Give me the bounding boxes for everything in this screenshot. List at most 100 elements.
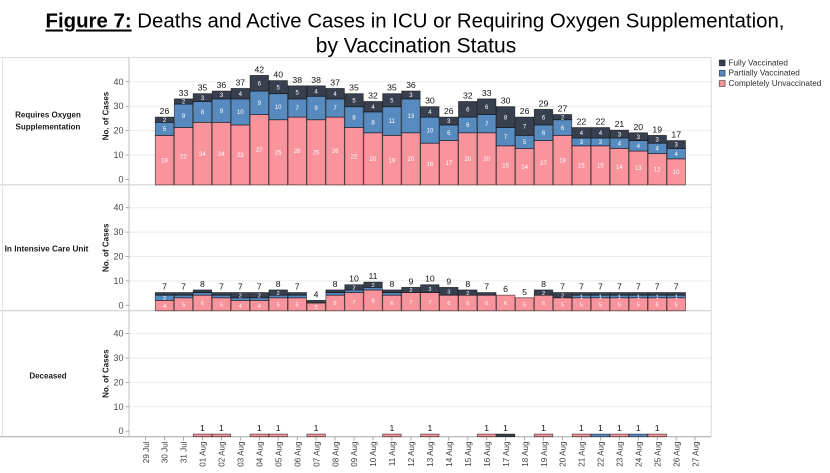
svg-text:40: 40	[113, 77, 123, 87]
svg-text:3: 3	[656, 137, 660, 143]
svg-text:14 Aug: 14 Aug	[445, 442, 454, 467]
svg-text:5: 5	[675, 302, 678, 308]
svg-text:6: 6	[466, 108, 470, 114]
svg-text:5: 5	[580, 302, 583, 308]
svg-text:35: 35	[198, 83, 208, 93]
svg-text:7: 7	[617, 282, 622, 292]
svg-text:5: 5	[523, 140, 527, 146]
svg-text:Figure 7: Deaths and Active Ca: Figure 7: Deaths and Active Cases in ICU…	[46, 11, 785, 33]
svg-text:7: 7	[485, 122, 489, 128]
svg-text:22: 22	[577, 117, 587, 127]
svg-text:6: 6	[201, 301, 204, 307]
svg-text:1: 1	[276, 423, 281, 433]
svg-text:7: 7	[409, 300, 412, 306]
svg-text:27: 27	[558, 104, 568, 114]
svg-text:9: 9	[220, 109, 224, 115]
svg-text:25: 25	[275, 151, 282, 157]
svg-text:10 Aug: 10 Aug	[369, 442, 378, 467]
svg-text:1: 1	[219, 423, 224, 433]
svg-text:26: 26	[160, 106, 170, 116]
svg-text:09 Aug: 09 Aug	[350, 442, 359, 467]
svg-text:4: 4	[618, 141, 622, 147]
svg-text:Fully Vaccinated: Fully Vaccinated	[729, 58, 789, 67]
svg-text:14: 14	[521, 165, 528, 171]
svg-text:7: 7	[238, 282, 243, 292]
svg-text:23: 23	[237, 153, 244, 159]
svg-text:Requires Oxygen: Requires Oxygen	[15, 111, 81, 120]
svg-text:20: 20	[113, 252, 123, 262]
svg-text:No. of Cases: No. of Cases	[102, 349, 111, 398]
svg-text:20: 20	[113, 377, 123, 387]
svg-text:1: 1	[503, 423, 508, 433]
svg-text:6: 6	[390, 301, 393, 307]
svg-text:7: 7	[181, 282, 186, 292]
svg-text:22 Aug: 22 Aug	[597, 442, 606, 467]
svg-text:1: 1	[257, 423, 262, 433]
svg-text:5: 5	[618, 302, 621, 308]
svg-text:3: 3	[409, 93, 413, 99]
svg-text:1: 1	[618, 295, 621, 301]
svg-text:29 Jul: 29 Jul	[142, 441, 151, 463]
svg-text:10: 10	[113, 276, 123, 286]
svg-text:30: 30	[425, 96, 435, 106]
svg-text:17: 17	[671, 130, 681, 140]
svg-text:36: 36	[406, 80, 416, 90]
svg-text:19: 19	[161, 158, 168, 164]
svg-text:7: 7	[504, 135, 508, 141]
svg-text:17 Aug: 17 Aug	[502, 442, 511, 467]
svg-text:36: 36	[217, 80, 227, 90]
svg-text:5: 5	[296, 91, 300, 97]
svg-text:4: 4	[675, 152, 679, 158]
svg-text:5: 5	[656, 302, 659, 308]
svg-text:1: 1	[637, 295, 640, 301]
svg-text:7: 7	[655, 282, 660, 292]
svg-text:9: 9	[314, 106, 318, 112]
svg-text:33: 33	[179, 88, 189, 98]
svg-text:3: 3	[201, 96, 205, 102]
svg-text:6: 6	[466, 301, 469, 307]
svg-text:5: 5	[277, 85, 281, 91]
svg-text:26: 26	[294, 149, 301, 155]
svg-text:10: 10	[113, 150, 123, 160]
svg-text:7: 7	[257, 282, 262, 292]
svg-text:15 Aug: 15 Aug	[464, 442, 473, 467]
svg-text:11: 11	[368, 271, 377, 281]
svg-text:26: 26	[332, 149, 339, 155]
svg-text:19: 19	[389, 158, 396, 164]
svg-text:37: 37	[330, 77, 340, 87]
svg-text:15: 15	[578, 164, 585, 170]
svg-text:1: 1	[656, 295, 659, 301]
svg-text:7: 7	[636, 282, 641, 292]
svg-text:11 Aug: 11 Aug	[388, 442, 397, 467]
svg-text:6: 6	[258, 81, 262, 87]
svg-text:0: 0	[118, 426, 123, 436]
svg-text:35: 35	[387, 83, 397, 93]
svg-text:8: 8	[333, 279, 338, 289]
svg-text:4: 4	[239, 304, 242, 310]
svg-text:10: 10	[349, 274, 359, 284]
svg-text:30: 30	[113, 101, 123, 111]
svg-text:11: 11	[389, 119, 396, 125]
svg-text:7: 7	[295, 282, 300, 292]
svg-text:6: 6	[447, 131, 451, 137]
svg-text:06 Aug: 06 Aug	[293, 442, 302, 467]
svg-text:6: 6	[485, 301, 488, 307]
svg-text:07 Aug: 07 Aug	[312, 442, 321, 467]
svg-text:9: 9	[182, 114, 186, 120]
svg-text:8: 8	[276, 279, 281, 289]
svg-text:3: 3	[580, 140, 584, 146]
svg-text:17: 17	[445, 161, 452, 167]
svg-text:3: 3	[447, 289, 450, 295]
svg-text:5: 5	[182, 302, 185, 308]
svg-text:1: 1	[675, 295, 678, 301]
svg-text:24: 24	[218, 152, 225, 158]
svg-text:3: 3	[618, 132, 622, 138]
svg-text:6: 6	[466, 123, 470, 129]
svg-text:40: 40	[113, 329, 123, 339]
svg-text:05 Aug: 05 Aug	[274, 442, 283, 467]
svg-text:33: 33	[482, 88, 492, 98]
svg-text:2: 2	[182, 100, 186, 106]
svg-text:16 Aug: 16 Aug	[483, 442, 492, 467]
svg-text:3: 3	[428, 287, 431, 293]
svg-text:19: 19	[652, 124, 662, 134]
